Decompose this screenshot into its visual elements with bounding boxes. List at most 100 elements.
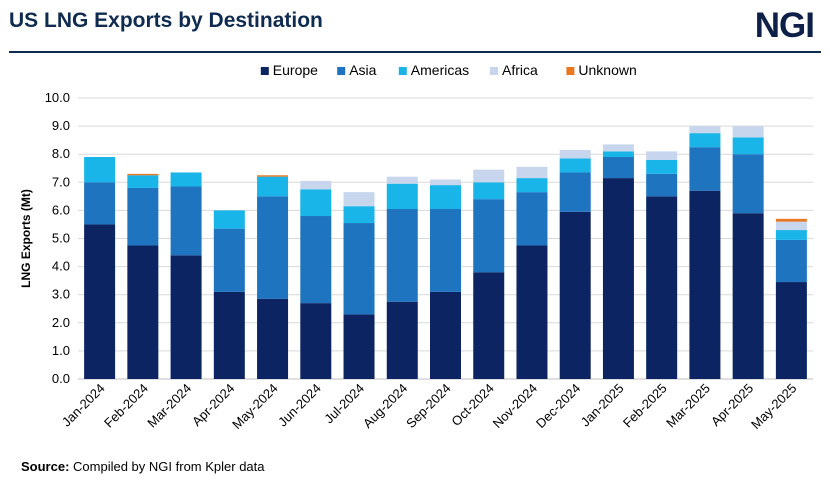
bar-unknown-may-2025 — [775, 218, 807, 222]
bar-americas-may-2024 — [257, 176, 289, 197]
bar-asia-dec-2024 — [559, 172, 591, 212]
bar-asia-aug-2024 — [386, 208, 418, 302]
bar-asia-feb-2024 — [127, 187, 159, 246]
title-divider — [9, 51, 821, 53]
bar-asia-nov-2024 — [516, 192, 548, 246]
y-tick-label: 6.0 — [52, 202, 70, 217]
bar-europe-mar-2025 — [689, 190, 721, 379]
bar-americas-jan-2024 — [84, 157, 116, 183]
y-tick-label: 10.0 — [45, 90, 70, 105]
y-tick-label: 9.0 — [52, 118, 70, 133]
bar-americas-apr-2025 — [732, 137, 764, 155]
bar-europe-oct-2024 — [473, 272, 505, 379]
bar-americas-oct-2024 — [473, 182, 505, 200]
legend-label-asia: Asia — [349, 62, 376, 78]
x-tick-label: Jan-2025 — [578, 381, 627, 430]
bar-europe-feb-2024 — [127, 245, 159, 379]
ngi-logo: NGI — [754, 6, 815, 45]
bar-asia-jan-2024 — [84, 182, 116, 225]
bar-asia-mar-2025 — [689, 147, 721, 191]
legend-label-unknown: Unknown — [578, 62, 636, 78]
bar-africa-jul-2024 — [343, 192, 375, 207]
bar-africa-dec-2024 — [559, 149, 591, 159]
x-tick-label: Jun-2024 — [275, 381, 324, 430]
bar-asia-apr-2024 — [213, 228, 245, 292]
y-tick-label: 5.0 — [52, 231, 70, 246]
bar-europe-feb-2025 — [646, 196, 678, 379]
bar-americas-may-2025 — [775, 230, 807, 240]
bar-africa-feb-2025 — [646, 151, 678, 160]
bar-europe-apr-2024 — [213, 291, 245, 379]
bar-europe-may-2024 — [257, 298, 289, 379]
y-tick-label: 3.0 — [52, 287, 70, 302]
bar-africa-sep-2024 — [430, 179, 461, 186]
x-tick-label: May-2024 — [229, 381, 280, 432]
bar-africa-nov-2024 — [516, 166, 548, 179]
bar-africa-oct-2024 — [473, 169, 505, 183]
x-tick-label: Feb-2024 — [101, 381, 151, 431]
chart-title: US LNG Exports by Destination — [9, 9, 323, 32]
bar-africa-mar-2025 — [689, 126, 721, 134]
y-tick-label: 1.0 — [52, 343, 70, 358]
bar-asia-feb-2025 — [646, 173, 678, 197]
bar-europe-jan-2024 — [84, 224, 116, 379]
x-tick-label: Jan-2024 — [59, 381, 108, 430]
bar-americas-nov-2024 — [516, 178, 548, 193]
bar-americas-feb-2024 — [127, 175, 159, 188]
bar-asia-may-2024 — [257, 196, 289, 299]
y-tick-label: 7.0 — [52, 174, 70, 189]
bar-americas-sep-2024 — [430, 185, 461, 209]
bar-europe-dec-2024 — [559, 211, 591, 379]
y-tick-label: 0.0 — [52, 371, 70, 386]
legend-label-africa: Africa — [502, 62, 538, 78]
y-tick-label: 2.0 — [52, 315, 70, 330]
bar-asia-apr-2025 — [732, 154, 764, 214]
bar-americas-mar-2024 — [170, 172, 202, 187]
stacked-bar-chart: 0.0 1.0 2.0 3.0 4.0 5.0 6.0 7.0 8.0 9.0 10.0 LNG Ex… — [19, 62, 813, 432]
y-tick-label: 8.0 — [52, 146, 70, 161]
bar-americas-jun-2024 — [300, 189, 332, 217]
bar-europe-jan-2025 — [602, 178, 634, 379]
bar-asia-jun-2024 — [300, 216, 332, 304]
legend-swatch-americas — [398, 67, 407, 75]
bar-asia-oct-2024 — [473, 199, 505, 273]
legend-swatch-africa — [490, 67, 498, 75]
bar-africa-aug-2024 — [386, 176, 418, 184]
bar-americas-dec-2024 — [559, 158, 591, 173]
source-text: Compiled by NGI from Kpler data — [73, 459, 265, 474]
bar-americas-feb-2025 — [646, 159, 678, 174]
y-tick-label: 4.0 — [52, 259, 70, 274]
legend-label-americas: Americas — [411, 62, 469, 78]
bar-asia-may-2025 — [775, 239, 807, 283]
bar-europe-apr-2025 — [732, 213, 764, 379]
bar-unknown-feb-2024 — [127, 173, 159, 176]
bar-asia-sep-2024 — [430, 208, 461, 292]
x-tick-label: Nov-2024 — [490, 381, 540, 431]
x-tick-label: Feb-2025 — [620, 381, 670, 431]
bar-europe-nov-2024 — [516, 245, 548, 379]
bar-unknown-may-2024 — [257, 175, 289, 177]
bar-asia-jan-2025 — [602, 157, 634, 179]
bar-africa-jun-2024 — [300, 180, 332, 190]
bar-europe-aug-2024 — [386, 301, 418, 379]
bar-americas-apr-2024 — [213, 210, 245, 229]
bar-americas-jul-2024 — [343, 206, 375, 224]
bar-europe-may-2025 — [775, 282, 807, 379]
legend-label-europe: Europe — [273, 62, 318, 78]
y-axis-label: LNG Exports (Mt) — [19, 189, 33, 288]
bar-europe-mar-2024 — [170, 255, 202, 379]
bar-europe-sep-2024 — [430, 291, 461, 379]
x-tick-label: May-2025 — [748, 381, 799, 432]
bar-africa-jan-2025 — [602, 144, 634, 152]
legend-swatch-unknown — [566, 67, 575, 75]
source-note: Source: Compiled by NGI from Kpler data — [21, 459, 265, 474]
bar-americas-jan-2025 — [602, 151, 634, 158]
x-tick-label: Mar-2025 — [663, 381, 713, 431]
bar-asia-jul-2024 — [343, 223, 375, 315]
x-tick-label: Sep-2024 — [403, 381, 453, 431]
legend-swatch-asia — [337, 67, 346, 75]
bar-americas-aug-2024 — [386, 183, 418, 209]
x-tick-label: Aug-2024 — [360, 381, 410, 431]
x-tick-label: Dec-2024 — [533, 381, 583, 431]
bar-africa-may-2025 — [775, 221, 807, 231]
